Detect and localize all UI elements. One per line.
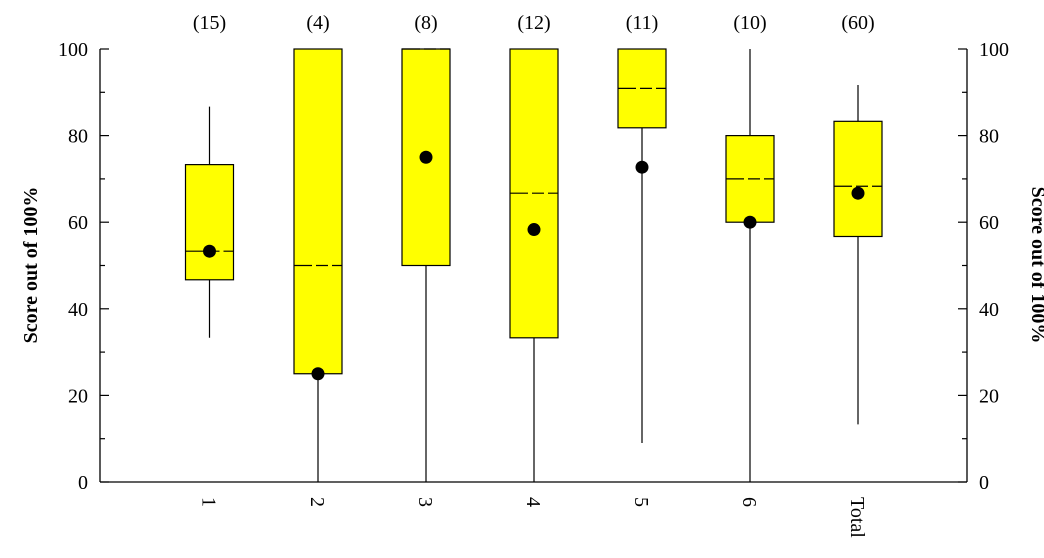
count-label: (4)	[306, 12, 329, 34]
box	[184, 164, 235, 281]
y-axis-title-left: Score out of 100%	[20, 187, 42, 344]
box-group: (15) 1	[184, 12, 235, 507]
box	[833, 120, 883, 238]
y-axis-title-right: Score out of 100%	[1027, 187, 1044, 344]
count-label: (12)	[517, 12, 550, 34]
x-category-label: 6	[738, 497, 760, 507]
box-group: (12) 4	[509, 12, 559, 507]
y-tick-label-left: 20	[68, 385, 88, 407]
y-tick-label-left: 0	[78, 472, 88, 494]
y-tick-label-right: 100	[979, 39, 1009, 61]
y-tick-label-left: 100	[58, 39, 88, 61]
y-tick-label-left: 60	[68, 212, 88, 234]
mean-marker	[311, 367, 325, 381]
box	[293, 48, 343, 375]
y-tick-label-right: 20	[979, 385, 999, 407]
mean-marker	[743, 215, 757, 229]
count-label: (8)	[414, 12, 437, 34]
y-tick-label-right: 80	[979, 126, 999, 148]
plot-area: (15) 1 (4) 2 (8) 3 (12) 4 (11) 5 (10) 6 (60) Total	[184, 12, 883, 538]
x-category-label: 2	[306, 497, 328, 507]
box-group: (8) 3	[401, 12, 451, 507]
x-category-label: Total	[846, 497, 868, 538]
count-label: (10)	[733, 12, 766, 34]
box-group: (4) 2	[293, 12, 343, 507]
mean-marker	[635, 160, 649, 174]
x-category-label: 1	[198, 497, 220, 507]
y-tick-label-left: 80	[68, 126, 88, 148]
mean-marker	[203, 244, 216, 258]
y-tick-label-left: 40	[68, 299, 88, 321]
y-tick-label-right: 0	[979, 472, 989, 494]
axes: 0 0 20 20 40 40 60 60 80 80 100 100	[58, 39, 1009, 494]
mean-marker	[419, 150, 433, 164]
box-group: (60) Total	[833, 12, 883, 538]
mean-marker	[851, 186, 865, 200]
x-category-label: 3	[414, 497, 436, 507]
box-group: (11) 5	[617, 12, 667, 507]
box-group: (10) 6	[725, 12, 775, 507]
count-label: (60)	[841, 12, 874, 34]
y-tick-label-right: 40	[979, 299, 999, 321]
mean-marker	[527, 223, 541, 237]
y-tick-label-right: 60	[979, 212, 999, 234]
count-label: (11)	[626, 12, 659, 34]
count-label: (15)	[193, 12, 226, 34]
x-category-label: 4	[522, 497, 544, 507]
x-category-label: 5	[630, 497, 652, 507]
box	[401, 48, 451, 267]
